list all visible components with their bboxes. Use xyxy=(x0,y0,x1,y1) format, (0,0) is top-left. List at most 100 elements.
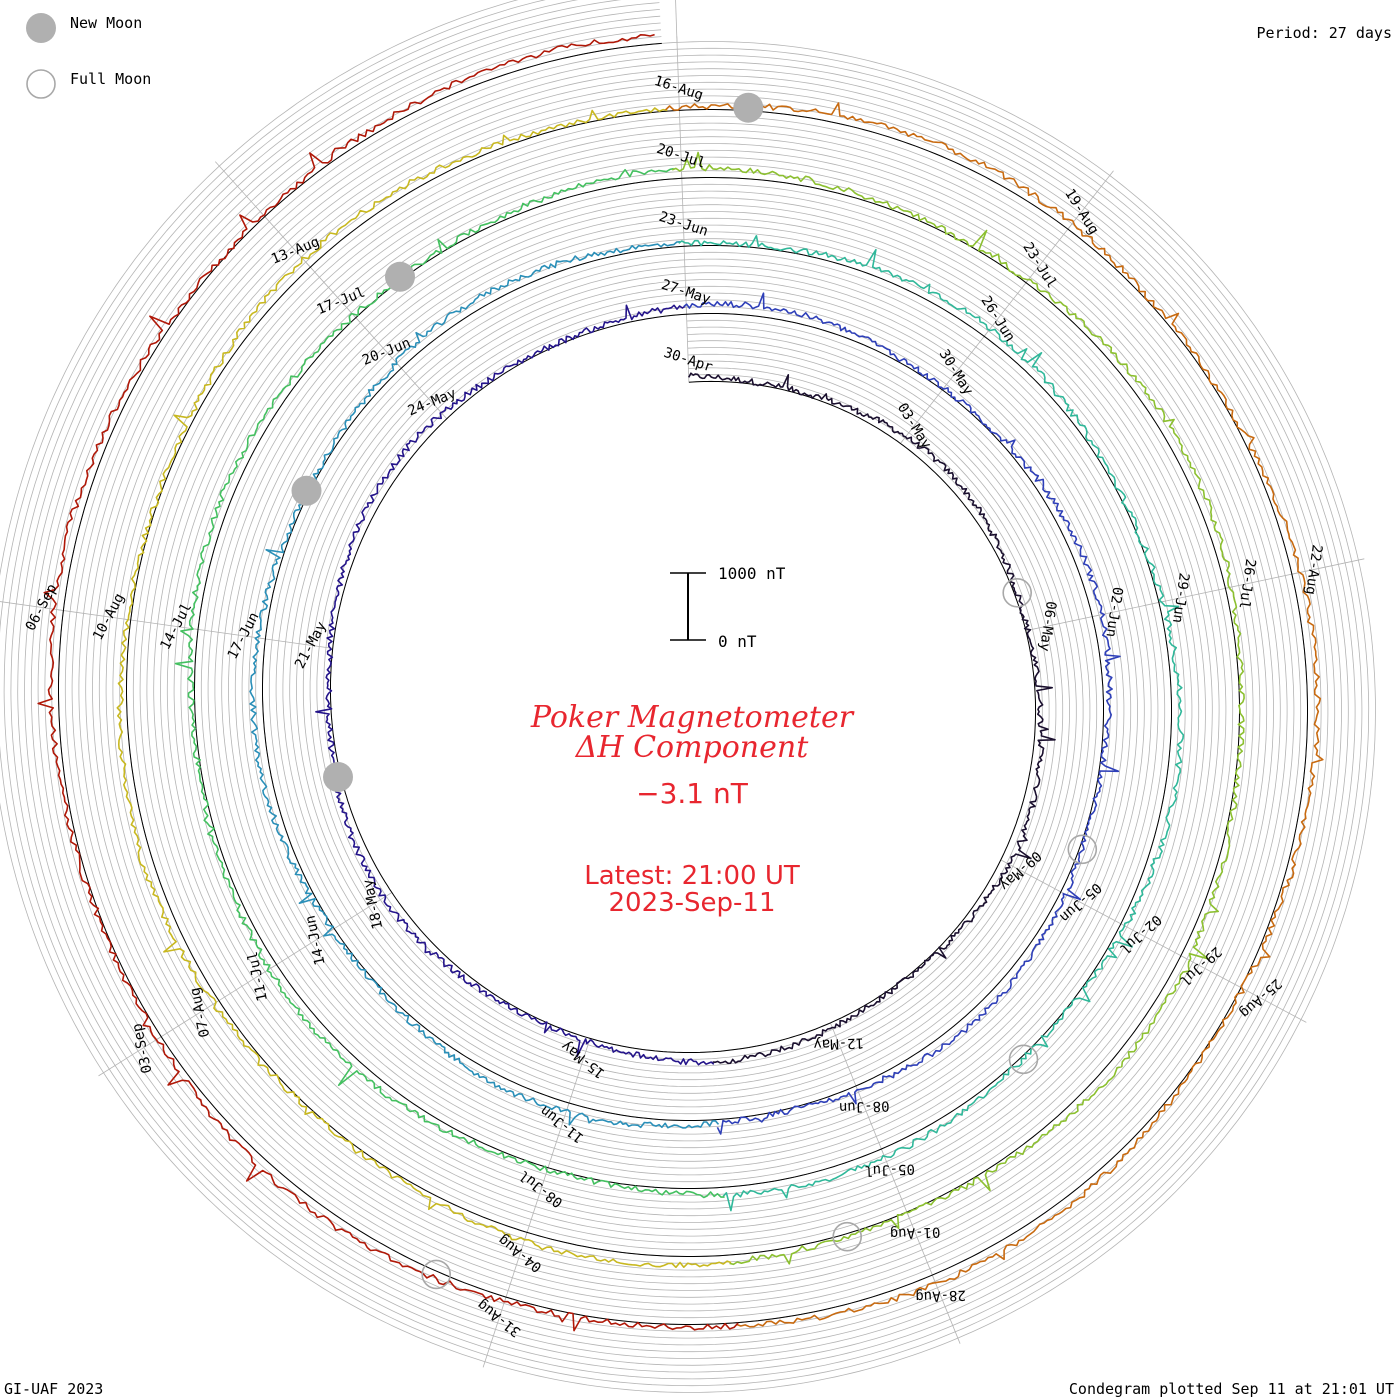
grid-spiral xyxy=(44,29,1322,1339)
moon-marker-layer xyxy=(291,92,1098,1290)
date-label: 29-Jun xyxy=(1169,572,1192,624)
grid-spoke xyxy=(830,1022,859,1092)
grid-spoke xyxy=(1240,987,1307,1023)
new-moon-label: New Moon xyxy=(70,14,142,32)
new-moon-marker xyxy=(733,92,764,123)
grid-spoke xyxy=(1060,891,1127,927)
period-label: Period: 27 days xyxy=(1257,24,1392,42)
grid-spoke xyxy=(1158,586,1232,603)
grid-spoke xyxy=(900,384,947,444)
grid-spoke xyxy=(397,363,448,420)
date-label: 28-Aug xyxy=(915,1287,966,1305)
scale-bottom-label: 0 nT xyxy=(718,632,757,651)
scale-bar: 1000 nT 0 nT xyxy=(670,564,786,651)
grid-spoke xyxy=(215,161,266,217)
spoke-layer xyxy=(0,0,1365,1368)
grid-spoke xyxy=(676,36,680,111)
grid-spiral xyxy=(37,22,1329,1346)
grid-spoke xyxy=(566,1038,591,1109)
grid-spoke xyxy=(931,1274,961,1344)
grid-spoke xyxy=(524,1167,549,1239)
full-moon-icon xyxy=(26,69,56,99)
latest-time: Latest: 21:00 UT xyxy=(584,861,800,891)
grid-spoke xyxy=(482,1296,507,1368)
grid-spoke xyxy=(155,1000,220,1041)
grid-spoke xyxy=(1120,923,1187,959)
grid-spoke xyxy=(259,637,333,649)
date-label: 03-Sep xyxy=(129,1022,155,1075)
date-label: 08-Jun xyxy=(839,1097,890,1115)
grid-spoke xyxy=(1067,170,1114,230)
full-moon-marker xyxy=(1067,834,1098,865)
grid-spoke xyxy=(124,618,199,630)
date-label: 18-May xyxy=(360,878,386,931)
current-value: −3.1 nT xyxy=(636,777,749,810)
date-label: 01-Aug xyxy=(890,1224,941,1242)
reference-spiral-layer xyxy=(58,42,1308,1325)
grid-spoke xyxy=(545,1102,570,1174)
grid-spiral xyxy=(17,2,1349,1366)
grid-spiral xyxy=(51,36,1315,1332)
grid-spoke xyxy=(906,1211,935,1281)
grid-spoke xyxy=(683,240,687,315)
new-moon-marker xyxy=(385,261,415,292)
chart-title-line1: Poker Magnetometer xyxy=(530,700,855,735)
grid-spoke xyxy=(983,277,1031,337)
grid-spoke xyxy=(941,331,989,391)
grid-spoke xyxy=(192,628,266,640)
data-trace-layer xyxy=(37,33,1324,1332)
trace-segment xyxy=(37,33,739,1332)
trace-segment xyxy=(174,167,725,1199)
new-moon-marker xyxy=(323,762,353,792)
grid-spiral xyxy=(24,9,1342,1359)
grid-spoke xyxy=(328,892,393,933)
grid-spoke xyxy=(881,1148,910,1218)
trace-segment xyxy=(249,241,720,1129)
grid-spiral xyxy=(0,0,1376,1393)
grid-spoke xyxy=(1025,615,1099,632)
footer-plot-time: Condegram plotted Sep 11 at 21:01 UT xyxy=(1069,1380,1394,1398)
grid-spiral xyxy=(3,0,1363,1380)
grid-spoke xyxy=(503,1232,528,1303)
grid-spoke xyxy=(685,308,690,383)
grid-spoke xyxy=(675,0,678,43)
grid-spiral xyxy=(30,15,1336,1353)
grid-spoke xyxy=(57,609,131,621)
grid-spoke xyxy=(681,172,685,247)
date-label: 05-Jul xyxy=(864,1161,915,1179)
grid-spoke xyxy=(1180,955,1247,991)
trace-segment xyxy=(671,151,1245,1266)
grid-spoke xyxy=(1025,224,1072,283)
new-moon-marker xyxy=(291,475,322,506)
date-label: 06-May xyxy=(1036,600,1059,652)
trace-segment xyxy=(678,235,1185,1212)
full-moon-marker xyxy=(832,1221,863,1252)
grid-spoke xyxy=(351,312,402,369)
grid-spoke xyxy=(1000,859,1067,896)
grid-spiral xyxy=(10,0,1356,1373)
baseline-spiral xyxy=(58,42,1308,1325)
trace-segment xyxy=(665,102,1324,1328)
full-moon-marker xyxy=(1008,1044,1039,1075)
chart-title-line2: ΔH Component xyxy=(575,730,809,765)
grid-spoke xyxy=(98,1036,162,1077)
trace-segment xyxy=(687,372,1056,1065)
grid-layer xyxy=(0,0,1376,1393)
trace-segment xyxy=(116,107,732,1269)
date-label: 12-May xyxy=(813,1034,864,1052)
trace-segment xyxy=(315,304,715,1066)
date-label: 11-Jul xyxy=(245,950,271,1003)
new-moon-icon xyxy=(26,13,56,43)
grid-spoke xyxy=(306,262,357,318)
grid-spoke xyxy=(1291,558,1365,575)
full-moon-marker xyxy=(421,1259,452,1290)
legend: New Moon Full Moon xyxy=(26,13,151,99)
scale-top-label: 1000 nT xyxy=(718,564,786,583)
date-label: 14-Jun xyxy=(303,914,329,967)
full-moon-label: Full Moon xyxy=(70,70,151,88)
trace-segment xyxy=(683,292,1121,1135)
grid-spoke xyxy=(678,104,683,179)
grid-spoke xyxy=(0,601,64,611)
grid-spoke xyxy=(855,1085,884,1155)
